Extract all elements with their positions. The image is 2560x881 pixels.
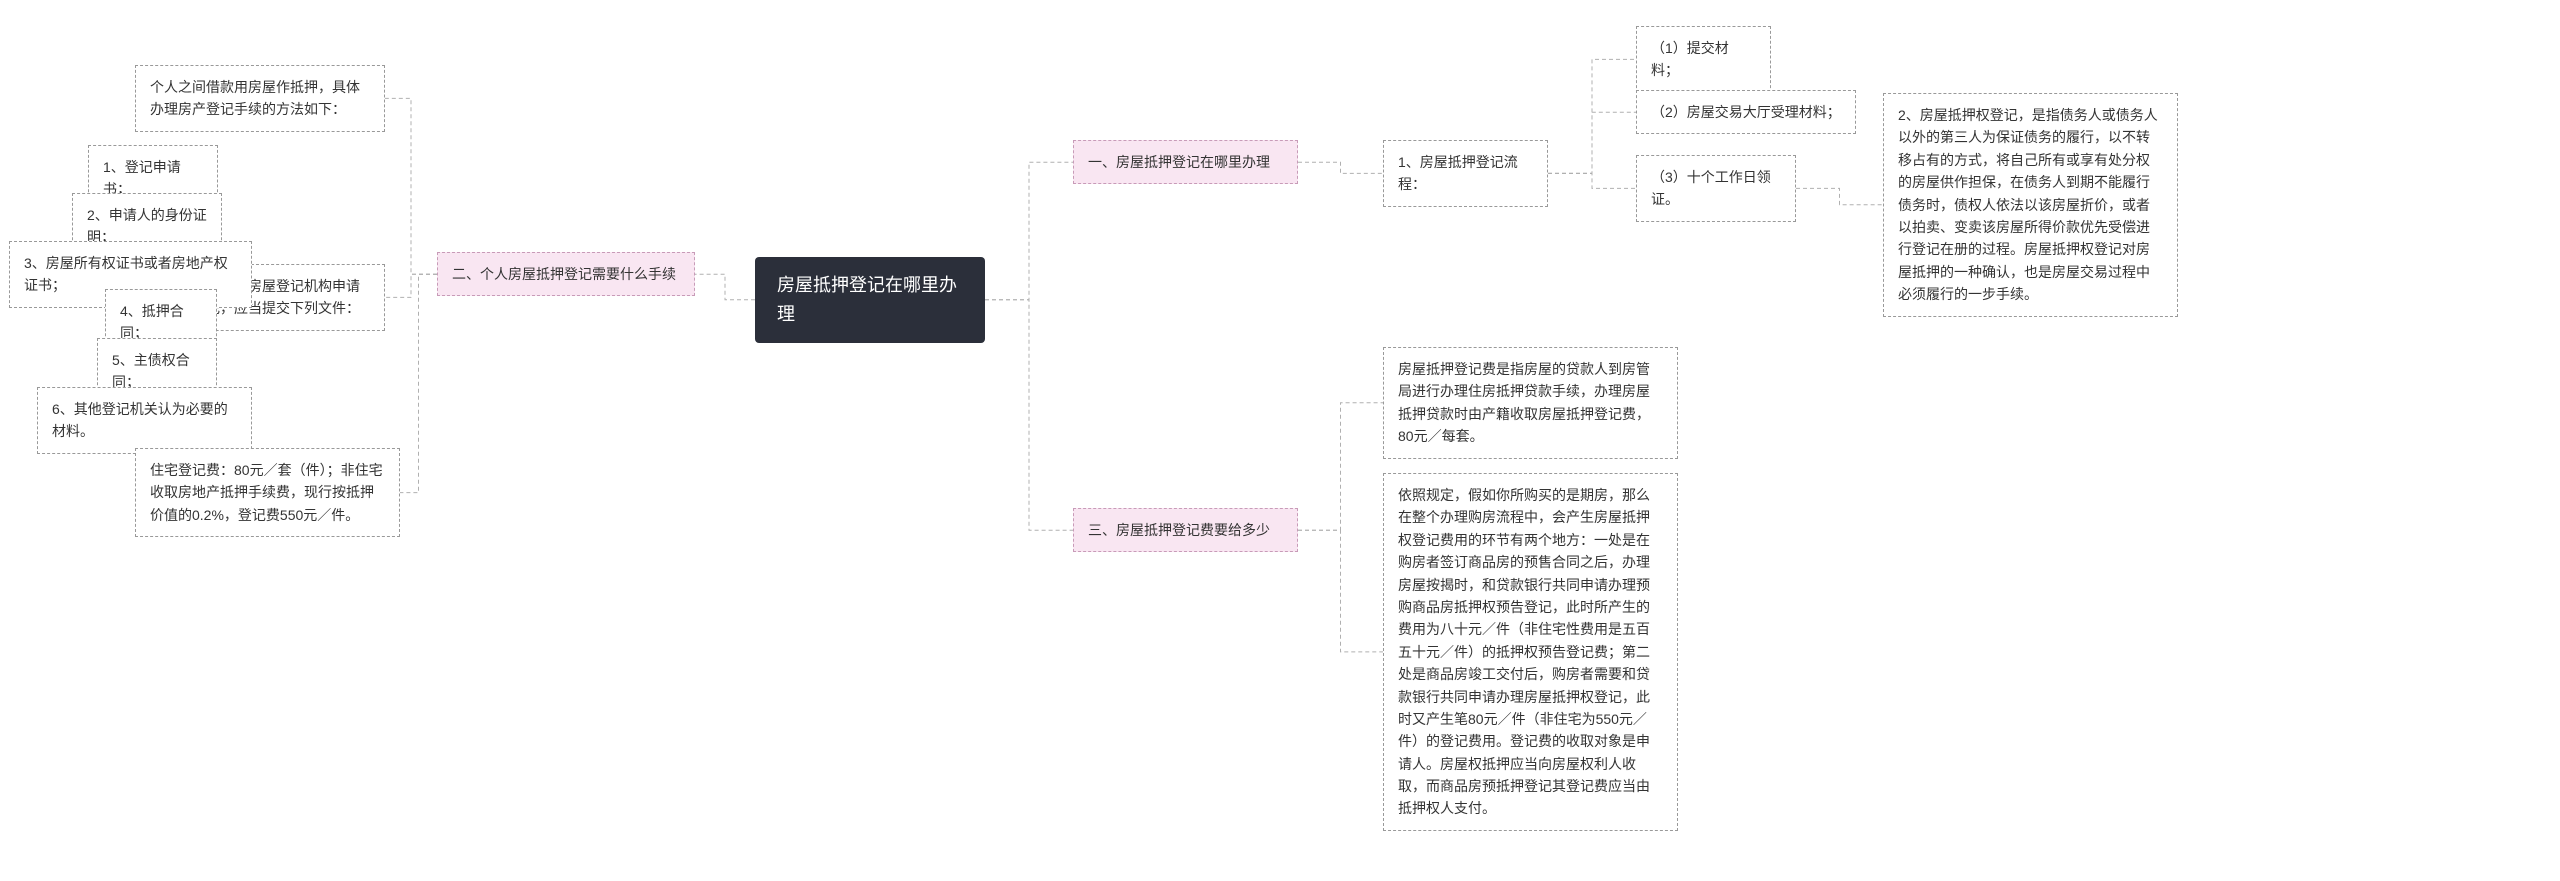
section-1-step-2: （2）房屋交易大厅受理材料； — [1636, 90, 1856, 134]
root-node: 房屋抵押登记在哪里办理 — [755, 257, 985, 343]
section-2-fee-note: 住宅登记费：80元／套（件）；非住宅收取房地产抵押手续费，现行按抵押价值的0.2… — [135, 448, 400, 537]
section-1-step-1: （1）提交材料； — [1636, 26, 1771, 93]
section-2-intro: 个人之间借款用房屋作抵押，具体办理房产登记手续的方法如下： — [135, 65, 385, 132]
section-3-title: 三、房屋抵押登记费要给多少 — [1073, 508, 1298, 552]
section-1-step-3: （3）十个工作日领证。 — [1636, 155, 1796, 222]
section-1-note: 2、房屋抵押权登记，是指债务人或债务人以外的第三人为保证债务的履行，以不转移占有… — [1883, 93, 2178, 317]
section-1-title: 一、房屋抵押登记在哪里办理 — [1073, 140, 1298, 184]
section-3-para-2: 依照规定，假如你所购买的是期房，那么在整个办理购房流程中，会产生房屋抵押权登记费… — [1383, 473, 1678, 831]
section-3-para-1: 房屋抵押登记费是指房屋的贷款人到房管局进行办理住房抵押贷款手续，办理房屋抵押贷款… — [1383, 347, 1678, 459]
section-1-proc-label: 1、房屋抵押登记流程： — [1383, 140, 1548, 207]
section-2-doc-6: 6、其他登记机关认为必要的材料。 — [37, 387, 252, 454]
section-2-title: 二、个人房屋抵押登记需要什么手续 — [437, 252, 695, 296]
